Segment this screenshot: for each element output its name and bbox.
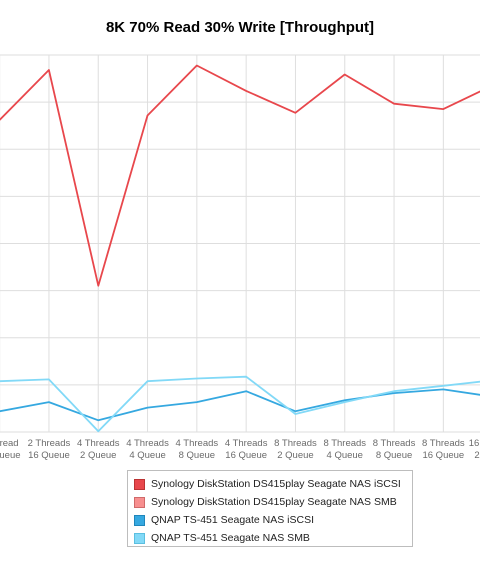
chart-grid [0, 54, 480, 433]
legend-swatch [134, 514, 145, 526]
x-tick-label: 8 Queue [179, 450, 215, 461]
x-tick-label: 2 Threads [28, 438, 71, 449]
x-tick-label: 2 Queue [277, 450, 313, 461]
legend-swatch [134, 532, 145, 544]
x-tick-label: 4 Queue [327, 450, 363, 461]
series-line-3 [0, 375, 480, 433]
legend-item: QNAP TS-451 Seagate NAS iSCSI [134, 511, 412, 529]
legend-label: QNAP TS-451 Seagate NAS iSCSI [151, 514, 315, 526]
x-tick-label: 4 Threads [225, 438, 268, 449]
x-tick-label: 4 Threads [176, 438, 219, 449]
x-tick-label: 2 Queue [80, 450, 116, 461]
x-tick-label: 16 Threads [469, 438, 480, 449]
legend-swatch [134, 496, 145, 508]
chart-series [0, 64, 480, 433]
x-tick-label: 16 Queue [422, 450, 464, 461]
legend-swatch [134, 478, 145, 490]
x-tick-label: 8 Threads [373, 438, 416, 449]
x-tick-label: 4 Threads [77, 438, 120, 449]
chart-legend: Synology DiskStation DS415play Seagate N… [127, 470, 413, 547]
legend-label: QNAP TS-451 Seagate NAS SMB [151, 532, 310, 544]
x-tick-label: 16 Queue [28, 450, 70, 461]
x-tick-label: 8 Threads [274, 438, 317, 449]
x-tick-label: 2 Queue [474, 450, 480, 461]
x-tick-label: 8 Queue [376, 450, 412, 461]
x-tick-label: 8 Threads [422, 438, 465, 449]
x-tick-label: 4 Queue [129, 450, 165, 461]
legend-item: Synology DiskStation DS415play Seagate N… [134, 493, 412, 511]
x-tick-label: 8 Threads [323, 438, 366, 449]
x-tick-label: 1 Thread [0, 438, 19, 449]
legend-label: Synology DiskStation DS415play Seagate N… [151, 496, 397, 508]
x-tick-label: 16 Queue [225, 450, 267, 461]
chart-title: 8K 70% Read 30% Write [Throughput] [105, 19, 375, 36]
x-tick-label: 16 Queue [0, 450, 21, 461]
legend-label: Synology DiskStation DS415play Seagate N… [151, 478, 401, 490]
legend-item: QNAP TS-451 Seagate NAS SMB [134, 529, 412, 547]
series-line-0 [0, 64, 480, 287]
legend-item: Synology DiskStation DS415play Seagate N… [134, 475, 412, 493]
x-tick-label: 4 Threads [126, 438, 169, 449]
